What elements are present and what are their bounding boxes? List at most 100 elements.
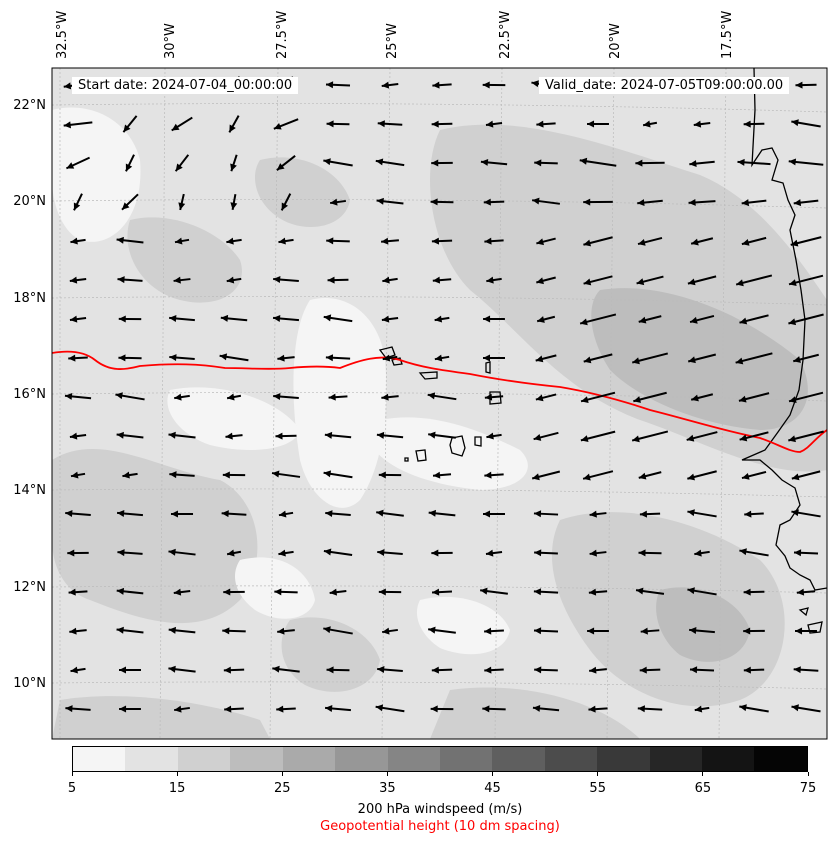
wind-arrow-head (219, 353, 228, 361)
wind-arrow-head (793, 666, 801, 674)
windspeed-colorbar (72, 746, 808, 772)
wind-arrow-head (73, 202, 81, 211)
wind-arrow-head (171, 123, 180, 131)
wind-arrow-head (69, 276, 78, 284)
wind-arrow-head (636, 587, 644, 595)
wind-arrow-head (589, 510, 597, 518)
wind-arrow-head (69, 627, 77, 635)
wind-arrow-head (580, 318, 588, 326)
colorbar-segment (177, 747, 231, 771)
wind-arrow-head (115, 392, 123, 400)
wind-arrow-head (428, 431, 436, 439)
wind-arrow-head (587, 627, 595, 635)
wind-arrow-head (278, 510, 287, 518)
wind-arrow-head (174, 237, 183, 245)
wind-arrow-head (375, 158, 384, 166)
wind-arrow-head (743, 666, 751, 674)
wind-arrow-head (227, 393, 235, 401)
wind-arrow-head (431, 549, 439, 557)
wind-arrow-head (635, 159, 643, 167)
wind-arrow-head (637, 705, 645, 713)
wind-arrow-head (377, 549, 385, 557)
wind-arrow-head (323, 470, 332, 478)
wind-arrow-head (125, 163, 133, 172)
colorbar-tick-mark (176, 772, 178, 776)
coastline (378, 68, 827, 634)
wind-arrow-head (583, 239, 592, 247)
wind-arrow-head (579, 157, 588, 165)
wind-arrow-head (640, 627, 648, 635)
wind-arrow-head (687, 587, 695, 595)
wind-arrow-head (739, 704, 747, 712)
wind-arrow-head (741, 199, 750, 207)
wind-arrow-head (325, 510, 333, 518)
wind-arrow-head (168, 548, 176, 556)
wind-arrow-head (791, 704, 799, 712)
wind-arrow-head (326, 81, 334, 89)
wind-arrow-head (632, 357, 640, 365)
wind-arrow-head (788, 158, 797, 166)
wind-arrow-head (119, 666, 127, 674)
wind-arrow-head (326, 666, 334, 674)
wind-arrow-head (377, 666, 385, 674)
wind-arrow-head (375, 704, 384, 712)
wind-arrow-head (430, 198, 438, 206)
wind-arrow-head (376, 509, 384, 517)
wind-arrow-head (225, 432, 233, 440)
wind-arrow-head (117, 549, 125, 557)
wind-arrow-head (796, 588, 805, 596)
colorbar-segment (125, 747, 178, 771)
wind-arrow-head (330, 198, 338, 206)
wind-arrow-head (168, 665, 176, 673)
wind-arrow-head (63, 121, 72, 129)
wind-arrow-head (274, 588, 282, 596)
colorbar-tick-mark (807, 772, 809, 776)
wind-arrow-head (791, 473, 800, 481)
lat-label-14n: 14°N (13, 483, 46, 498)
wind-arrow-head (227, 549, 235, 557)
wind-arrow-head (68, 588, 76, 596)
wind-arrow-head (535, 355, 544, 363)
wind-arrow-head (484, 627, 492, 635)
colorbar-tick-label: 55 (589, 781, 606, 796)
wind-arrow-head (480, 158, 489, 166)
lon-label-32-5w: 32.5°W (55, 10, 70, 59)
wind-arrow-head (789, 279, 797, 286)
wind-arrow-head (325, 354, 334, 362)
wind-arrow-head (795, 627, 803, 635)
wind-arrow-head (694, 705, 703, 713)
wind-arrow-head (638, 549, 646, 557)
wind-arrow-head (536, 277, 544, 285)
wind-arrow-head (531, 80, 539, 88)
wind-arrow-head (381, 237, 389, 245)
wind-arrow-head (277, 627, 285, 635)
wind-arrow-head (483, 354, 491, 362)
wind-arrow-head (689, 160, 697, 168)
wind-arrow-head (117, 509, 125, 517)
lat-label-10n: 10°N (13, 676, 46, 691)
wind-arrow-head (382, 354, 391, 362)
wind-arrow-head (223, 666, 231, 674)
colorbar-tick-label: 75 (799, 781, 817, 796)
wind-arrow-head (70, 471, 79, 479)
wind-arrow-head (222, 627, 230, 635)
lon-label-27-5w: 27.5°W (275, 10, 290, 59)
wind-arrow-head (536, 120, 544, 128)
wind-arrow-head (168, 431, 176, 439)
lon-label-22-5w: 22.5°W (498, 10, 513, 59)
colorbar-segment (754, 747, 807, 771)
wind-arrow-head (221, 510, 229, 518)
wind-vectors (63, 76, 824, 713)
wind-arrow-head (532, 473, 540, 481)
wind-arrow-head (533, 510, 542, 518)
wind-arrow-head (324, 431, 333, 439)
wind-arrow-head (329, 588, 338, 596)
wind-arrow-head (532, 197, 540, 205)
wind-arrow-head (639, 666, 647, 674)
wind-arrow-head (589, 666, 597, 674)
wind-arrow-head (276, 705, 284, 713)
wind-arrow-head (793, 199, 802, 207)
wind-arrow-head (70, 237, 78, 245)
wind-arrow-head (431, 666, 439, 674)
wind-arrow-head (743, 627, 751, 635)
